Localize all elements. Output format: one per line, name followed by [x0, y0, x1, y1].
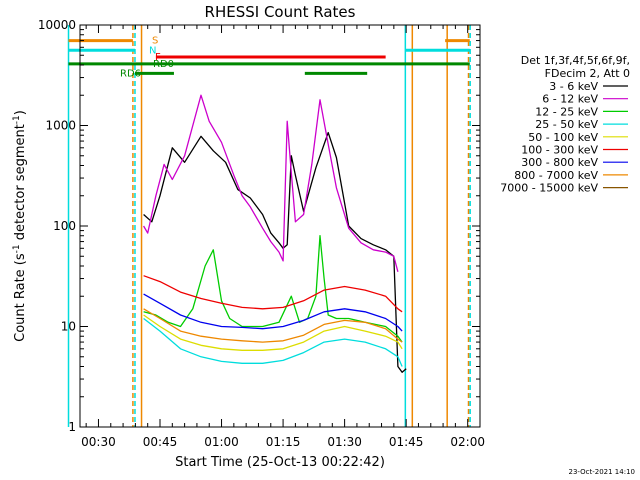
- legend: Det 1f,3f,4f,5f,6f,9f, FDecim 2, Att 0 3…: [500, 54, 630, 195]
- legend-label-3: 25 - 50 keV: [535, 118, 598, 131]
- flag-label-n: N: [149, 45, 156, 56]
- x-axis-label: Start Time (25-Oct-13 00:22:42): [175, 455, 385, 470]
- series-line-7: [143, 308, 403, 343]
- legend-label-5: 100 - 300 keV: [521, 144, 598, 157]
- x-tick-label-1: 00:45: [143, 435, 178, 449]
- series-line-6: [143, 293, 403, 332]
- series-lines: [143, 94, 407, 373]
- legend-label-4: 50 - 100 keV: [528, 131, 598, 144]
- y-tick-label-3: 1000: [45, 119, 76, 133]
- legend-label-8: 7000 - 15000 keV: [500, 182, 598, 195]
- chart-title: RHESSI Count Rates: [205, 3, 356, 21]
- flag-label-s: S: [152, 36, 158, 47]
- legend-header-line-1: Det 1f,3f,4f,5f,6f,9f,: [521, 54, 630, 67]
- legend-label-6: 300 - 800 keV: [521, 156, 598, 169]
- legend-label-2: 12 - 25 keV: [535, 105, 598, 118]
- plot-frame: [79, 24, 481, 428]
- series-line-2: [143, 235, 403, 343]
- legend-label-7: 800 - 7000 keV: [514, 169, 598, 182]
- x-tick-label-5: 01:45: [389, 435, 424, 449]
- series-line-1: [143, 94, 399, 272]
- plot-timestamp: 23-Oct-2021 14:10: [569, 468, 635, 476]
- series-line-5: [143, 275, 403, 313]
- x-tick-label-3: 01:15: [266, 435, 301, 449]
- legend-label-0: 3 - 6 keV: [549, 80, 598, 93]
- x-tick-label-6: 02:00: [450, 435, 485, 449]
- series-line-4: [143, 314, 403, 351]
- axis-ticks: 00:30 00:45 01:00 01:15 01:30 01:45 02:00 1 10 10…: [38, 18, 485, 449]
- flag-label-rd0: RD0: [153, 59, 174, 70]
- y-tick-label-2: 100: [53, 219, 76, 233]
- y-tick-label-4: 10000: [38, 18, 76, 32]
- y-tick-label-0: 1: [68, 420, 76, 434]
- flag-label-rd6: RD6: [120, 68, 141, 79]
- legend-label-1: 6 - 12 keV: [542, 93, 598, 106]
- x-tick-label-4: 01:30: [327, 435, 362, 449]
- vertical-markers: [67, 25, 471, 427]
- x-tick-label-2: 01:00: [204, 435, 239, 449]
- series-line-3: [143, 317, 403, 367]
- y-tick-label-1: 10: [61, 320, 76, 334]
- y-axis-label: Count Rate (s-1 detector segment-1): [12, 110, 28, 342]
- series-line-0: [143, 131, 407, 373]
- x-tick-label-0: 00:30: [81, 435, 116, 449]
- flag-label-f: F: [155, 52, 161, 63]
- legend-header-line-2: FDecim 2, Att 0: [545, 67, 630, 80]
